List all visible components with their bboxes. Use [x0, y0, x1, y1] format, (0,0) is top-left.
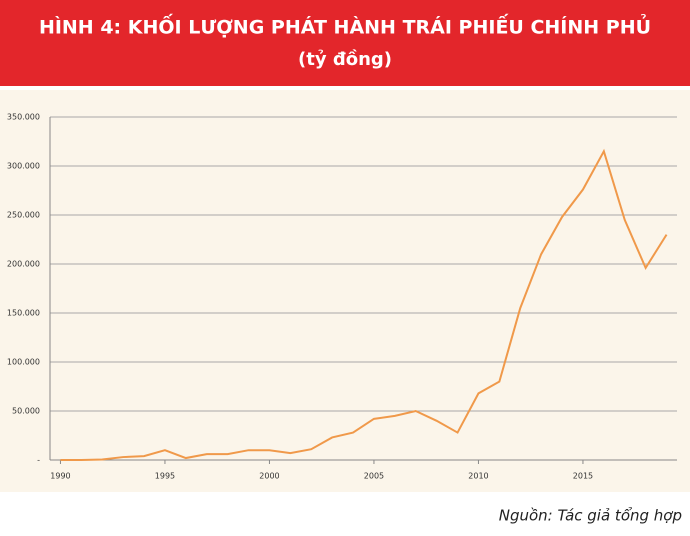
chart-panel [0, 90, 690, 492]
y-tick-label: 100.000 [7, 358, 40, 367]
x-tick-label: 1995 [155, 472, 175, 481]
x-tick-label: 2005 [364, 472, 384, 481]
chart-subtitle: (tỷ đồng) [298, 49, 392, 70]
y-tick-label: - [37, 456, 40, 465]
y-tick-label: 350.000 [7, 113, 40, 122]
y-tick-label: 200.000 [7, 260, 40, 269]
chart-title: HÌNH 4: KHỐI LƯỢNG PHÁT HÀNH TRÁI PHIẾU … [39, 13, 651, 39]
y-tick-label: 250.000 [7, 211, 40, 220]
y-tick-label: 300.000 [7, 162, 40, 171]
source-note: Nguồn: Tác giả tổng hợp [499, 507, 682, 525]
data-line [60, 148, 668, 461]
header-band [0, 0, 690, 86]
x-tick-label: 1990 [50, 472, 70, 481]
y-tick-label: 150.000 [7, 309, 40, 318]
y-tick-label: 50.000 [12, 407, 40, 416]
x-tick-label: 2000 [259, 472, 279, 481]
x-tick-label: 2015 [573, 472, 593, 481]
x-tick-label: 2010 [468, 472, 488, 481]
